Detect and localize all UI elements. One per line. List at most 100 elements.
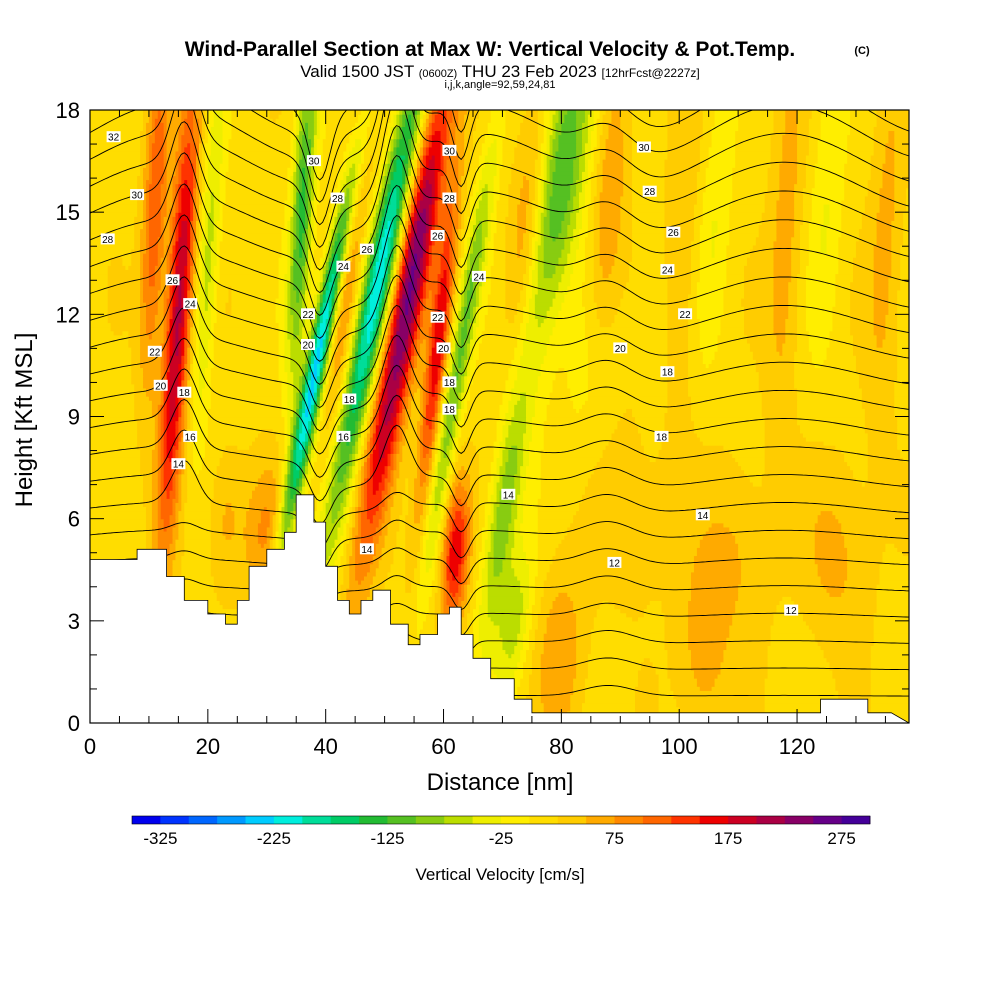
heatmap-cell [355, 428, 359, 434]
heatmap-cell [814, 633, 875, 638]
heatmap-cell [90, 485, 144, 491]
heatmap-cell [160, 490, 168, 495]
heatmap-cell [537, 567, 551, 573]
heatmap-cell [90, 387, 135, 393]
heatmap-cell [523, 637, 530, 642]
heatmap-cell [358, 518, 362, 524]
heatmap-cell [172, 502, 177, 508]
heatmap-cell [361, 579, 374, 585]
heatmap-cell [443, 432, 448, 438]
heatmap-cell [340, 363, 344, 369]
heatmap-cell [467, 363, 471, 369]
heatmap-cell [343, 494, 347, 499]
heatmap-cell [163, 453, 168, 458]
heatmap-cell [175, 522, 179, 528]
heatmap-cell [470, 522, 474, 528]
heatmap-cell [658, 453, 733, 458]
heatmap-cell [464, 518, 468, 524]
heatmap-cell [178, 490, 182, 495]
heatmap-cell [514, 539, 524, 544]
heatmap-cell [434, 449, 439, 454]
heatmap-cell [131, 379, 144, 385]
heatmap-cell [461, 363, 465, 369]
heatmap-cell [151, 477, 159, 483]
heatmap-cell [366, 514, 374, 520]
heatmap-cell [331, 412, 339, 418]
heatmap-cell [449, 441, 453, 446]
heatmap-cell [526, 702, 545, 708]
heatmap-cell [178, 412, 182, 418]
heatmap-cell [526, 481, 542, 487]
heatmap-cell [464, 559, 468, 565]
heatmap-cell [281, 473, 286, 479]
heatmap-cell [741, 575, 822, 581]
heatmap-cell [363, 441, 368, 446]
heatmap-cell [537, 506, 580, 512]
heatmap-cell [431, 432, 436, 438]
heatmap-cell [352, 522, 356, 528]
heatmap-cell [181, 400, 185, 405]
heatmap-cell [676, 698, 766, 704]
heatmap-cell [570, 596, 692, 601]
heatmap-cell [455, 412, 459, 418]
heatmap-cell [293, 396, 297, 401]
heatmap-cell [346, 518, 350, 524]
heatmap-cell [334, 579, 344, 585]
heatmap-cell [275, 543, 280, 548]
heatmap-cell [464, 465, 480, 471]
heatmap-cell [761, 477, 857, 483]
heatmap-cell [199, 367, 206, 373]
heatmap-cell [405, 481, 409, 487]
heatmap-cell [151, 461, 159, 467]
heatmap-cell [384, 355, 389, 360]
heatmap-cell [349, 469, 353, 475]
heatmap-cell [434, 432, 439, 438]
heatmap-cell [157, 506, 162, 512]
heatmap-cell [372, 404, 377, 409]
heatmap-cell [178, 453, 182, 458]
heatmap-cell [151, 408, 159, 414]
heatmap-cell [313, 514, 321, 520]
heatmap-cell [487, 498, 492, 503]
heatmap-cell [523, 453, 530, 458]
heatmap-cell [302, 416, 312, 422]
heatmap-cell [163, 420, 168, 426]
heatmap-cell [375, 375, 380, 381]
heatmap-cell [396, 441, 400, 446]
heatmap-cell [478, 457, 495, 463]
heatmap-cell [434, 465, 439, 471]
heatmap-cell [316, 445, 330, 450]
heatmap-cell [794, 371, 860, 377]
heatmap-cell [331, 445, 336, 450]
heatmap-cell [310, 383, 315, 389]
heatmap-cell [181, 469, 185, 475]
heatmap-cell [387, 526, 400, 532]
heatmap-cell [178, 535, 185, 540]
heatmap-cell [278, 481, 283, 487]
heatmap-cell [346, 359, 350, 364]
heatmap-cell [175, 547, 185, 552]
heatmap-cell [284, 473, 288, 479]
heatmap-cell [178, 592, 218, 597]
heatmap-cell [688, 600, 736, 606]
heatmap-cell [693, 669, 722, 675]
heatmap-cell [363, 408, 368, 414]
heatmap-cell [428, 363, 433, 369]
heatmap-cell [431, 453, 436, 458]
heatmap-cell [187, 457, 194, 463]
heatmap-cell [387, 387, 397, 393]
heatmap-cell [422, 408, 427, 414]
heatmap-cell [325, 387, 330, 393]
heatmap-cell [328, 420, 336, 426]
heatmap-cell [290, 522, 294, 528]
heatmap-cell [440, 563, 445, 569]
heatmap-cell [587, 371, 669, 377]
heatmap-cell [402, 510, 409, 516]
heatmap-cell [490, 526, 498, 532]
heatmap-cell [502, 563, 512, 569]
heatmap-cell [313, 367, 318, 373]
heatmap-cell [502, 485, 515, 491]
heatmap-cell [764, 706, 842, 712]
heatmap-cell [358, 522, 362, 528]
heatmap-cell [361, 428, 365, 434]
